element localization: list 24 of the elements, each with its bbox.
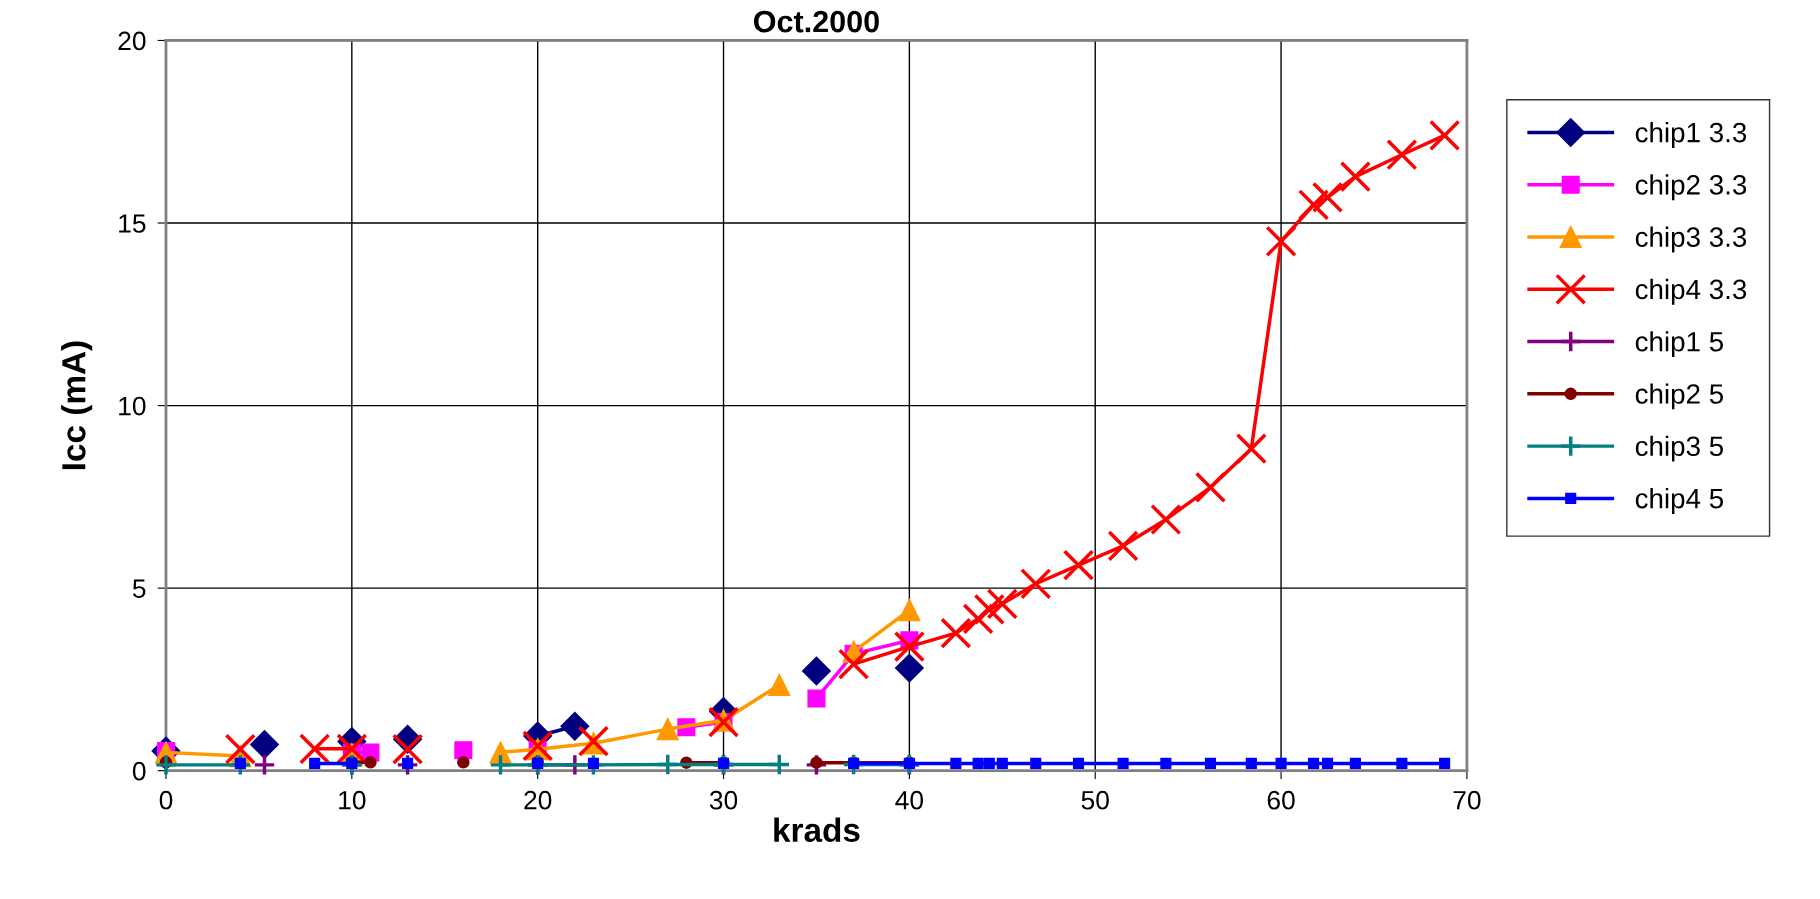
- x-tick-label: 40: [895, 790, 924, 810]
- x-tick-label: 20: [524, 790, 552, 810]
- y-tick-label: 0: [132, 761, 146, 781]
- x-tick-label: 10: [339, 790, 366, 810]
- x-axis-title: krads: [774, 817, 860, 843]
- y-tick-label: 5: [132, 579, 146, 598]
- y-tick-label: 20: [118, 31, 146, 51]
- legend-label: chip1 3.3: [1635, 122, 1747, 148]
- x-tick-label: 70: [1453, 790, 1481, 810]
- chart-title: Oct.2000: [754, 10, 879, 33]
- x-tick-label: 30: [709, 790, 738, 810]
- legend-label: chip4 5: [1635, 488, 1724, 514]
- x-tick-label: 60: [1267, 790, 1295, 810]
- legend-label: chip3 3.3: [1635, 226, 1747, 253]
- y-tick-label: 15: [119, 214, 146, 233]
- x-tick-label: 0: [159, 790, 173, 810]
- legend-label: chip2 5: [1635, 383, 1724, 410]
- legend-label: chip2 3.3: [1635, 174, 1747, 201]
- x-tick-label: 50: [1081, 790, 1109, 810]
- legend-label: chip4 3.3: [1635, 278, 1747, 305]
- y-tick-label: 10: [119, 396, 146, 416]
- legend-label: chip1 5: [1635, 331, 1724, 358]
- y-axis-title: Icc (mA): [61, 341, 93, 470]
- legend-label: chip3 5: [1635, 435, 1724, 462]
